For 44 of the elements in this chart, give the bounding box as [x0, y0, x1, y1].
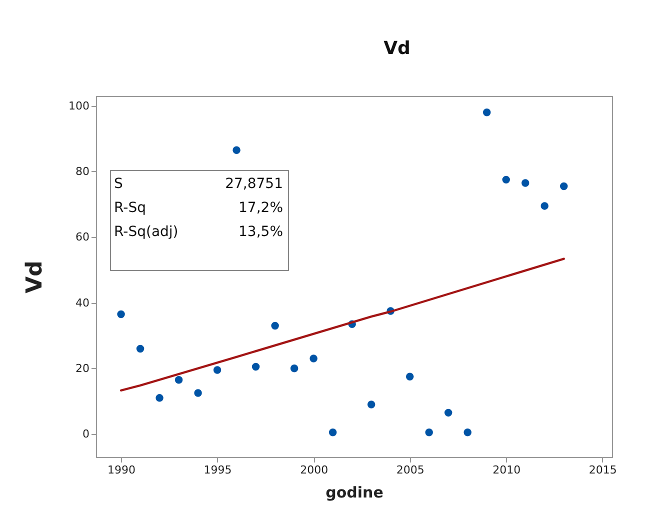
point: [560, 182, 568, 190]
point: [213, 366, 222, 374]
point: [232, 146, 240, 154]
y-tick-label: 40: [76, 296, 90, 310]
point: [464, 428, 472, 436]
point: [252, 362, 260, 371]
annotation: R-Sq(adj): [114, 224, 178, 240]
point: [406, 372, 414, 380]
point: [174, 376, 183, 384]
point: [117, 310, 125, 318]
point: [444, 408, 452, 417]
x-tick-label: 2000: [300, 464, 328, 476]
annotation: 13,5%: [238, 224, 283, 240]
x-tick-label: 2015: [588, 464, 617, 476]
x-tick-label: 2010: [492, 464, 521, 476]
point: [136, 344, 144, 353]
line-series: [120, 258, 565, 392]
point: [156, 394, 164, 402]
y-tick-label: 60: [76, 230, 90, 244]
point: [367, 400, 376, 408]
y-tick-label: 100: [68, 99, 90, 112]
point: [194, 389, 202, 397]
point: [540, 202, 548, 210]
point: [290, 364, 298, 372]
point: [502, 176, 510, 184]
annotation: 17,2%: [238, 200, 283, 216]
y-tick-label: 0: [82, 428, 90, 441]
x-tick-label: 1995: [204, 464, 232, 476]
point: [425, 428, 433, 436]
y-tick-label: 80: [76, 164, 90, 178]
y-tick-label: 20: [76, 362, 90, 375]
point: [271, 322, 279, 330]
x-axis-title: godine: [326, 484, 384, 502]
point: [482, 108, 491, 116]
point: [521, 179, 530, 187]
point: [328, 428, 337, 436]
point: [310, 354, 318, 362]
x-tick-label: 1990: [108, 464, 136, 476]
annotation: 27,8751: [225, 176, 283, 192]
x-tick-label: 2005: [396, 464, 424, 476]
chart-title: Vd: [384, 38, 410, 59]
annotation: R-Sq: [114, 200, 146, 216]
y-axis-title: Vd: [22, 260, 48, 294]
annotation: S: [114, 176, 123, 192]
